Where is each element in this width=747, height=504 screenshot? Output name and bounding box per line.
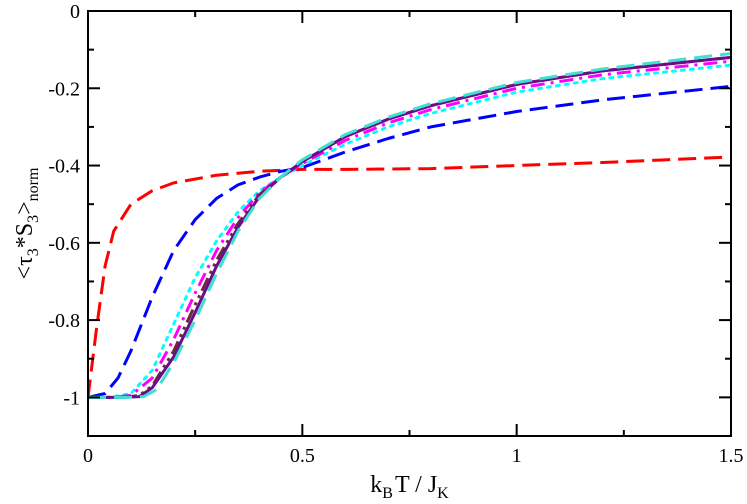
x-tick-label: 1 <box>512 445 522 467</box>
y-tick-label: -0.4 <box>48 156 80 178</box>
x-axis-title-part: T / J <box>395 472 437 498</box>
y-tick-label: -0.8 <box>48 310 80 332</box>
y-tick-label: -0.6 <box>48 233 80 255</box>
y-axis-title-subscript: 3 <box>25 248 42 256</box>
tick-layer: 0 0.5 1 1.5 0 -0.2 -0.4 -0.6 -0.8 -1 <box>48 1 743 467</box>
series-line-3 <box>88 63 731 399</box>
series-line-4 <box>88 59 731 399</box>
y-axis-title-subscript: norm <box>25 167 42 201</box>
y-axis-title: <τ3*S3>norm <box>12 167 42 279</box>
x-tick-label: 1.5 <box>719 445 744 467</box>
plot-frame <box>87 10 732 437</box>
y-axis-title-part: <τ <box>12 256 38 280</box>
y-axis-title-part: > <box>12 201 38 215</box>
y-axis-title-part: *S <box>12 223 38 248</box>
series-line-6 <box>88 55 731 399</box>
y-tick-label: 0 <box>70 1 80 23</box>
series-line-5 <box>88 55 731 399</box>
x-axis-title-subscript: B <box>382 485 393 502</box>
y-tick-label: -0.2 <box>48 78 80 100</box>
series-line-7 <box>88 52 731 399</box>
x-axis-title: kBT / JK <box>370 472 449 502</box>
series-layer <box>88 52 731 399</box>
x-axis-title-subscript: K <box>437 485 449 502</box>
series-line-2 <box>88 84 731 399</box>
y-tick-label: -1 <box>63 387 80 409</box>
x-axis-title-part: k <box>370 472 382 498</box>
x-tick-label: 0 <box>83 445 93 467</box>
series-line-1 <box>88 155 731 398</box>
y-axis-title-subscript: 3 <box>25 215 42 223</box>
x-tick-label: 0.5 <box>290 445 315 467</box>
